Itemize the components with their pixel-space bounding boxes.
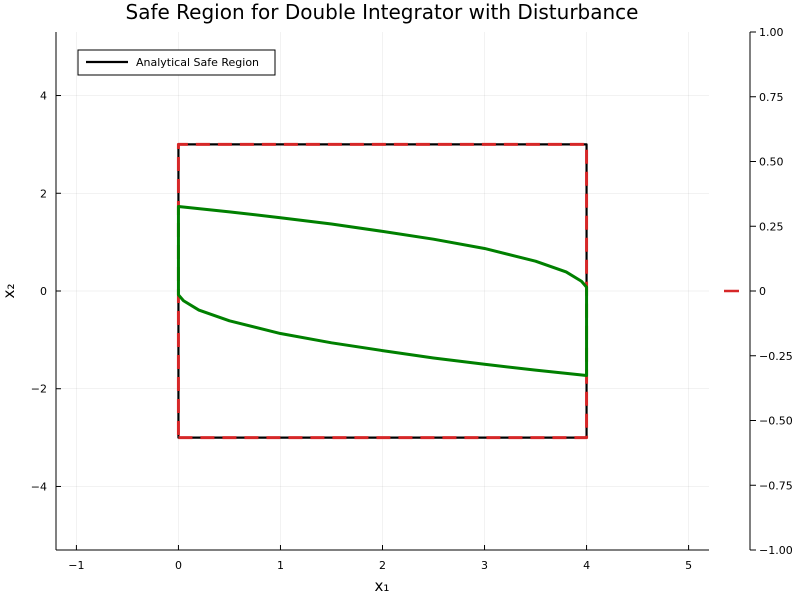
x-tick-label: 2 <box>379 559 386 572</box>
x-axis-label: x₁ <box>375 577 390 595</box>
series-line-2 <box>176 204 589 378</box>
x-tick-label: 5 <box>685 559 692 572</box>
x-tick-label: 3 <box>481 559 488 572</box>
chart-title: Safe Region for Double Integrator with D… <box>126 0 639 24</box>
legend-label: Analytical Safe Region <box>136 56 259 69</box>
y-tick-label: −2 <box>31 383 47 396</box>
series-layer <box>176 142 589 440</box>
x-tick-label: 0 <box>175 559 182 572</box>
right-axis-tick-label: −0.50 <box>759 415 793 428</box>
y-tick-label: 0 <box>40 285 47 298</box>
axes-layer: −1 0 1 2 3 4 5 −4 −2 0 2 4 <box>31 32 709 572</box>
right-axis-tick-label: 0.25 <box>759 220 784 233</box>
x-tick-label: 4 <box>583 559 590 572</box>
right-axis-tick-label: 1.00 <box>759 26 784 39</box>
series-line-1 <box>176 142 589 440</box>
y-axis-label: x₂ <box>0 284 18 299</box>
right-axis-tick-label: 0.75 <box>759 91 784 104</box>
x-tick-label: 1 <box>277 559 284 572</box>
right-axis-tick-label: −1.00 <box>759 544 793 557</box>
y-tick-label: −4 <box>31 480 47 493</box>
x-tick-label: −1 <box>68 559 84 572</box>
right-axis-tick-label: −0.75 <box>759 479 793 492</box>
right-axis-layer: −1.00 −0.75 −0.50 −0.25 0 0.25 0.50 0.75 1.00 <box>724 26 793 557</box>
legend: Analytical Safe Region <box>77 49 276 76</box>
y-tick-label: 2 <box>40 187 47 200</box>
y-tick-label: 4 <box>40 90 47 103</box>
right-axis-tick-label: 0 <box>759 285 766 298</box>
right-axis-tick-label: 0.50 <box>759 156 784 169</box>
right-axis-tick-label: −0.25 <box>759 350 793 363</box>
